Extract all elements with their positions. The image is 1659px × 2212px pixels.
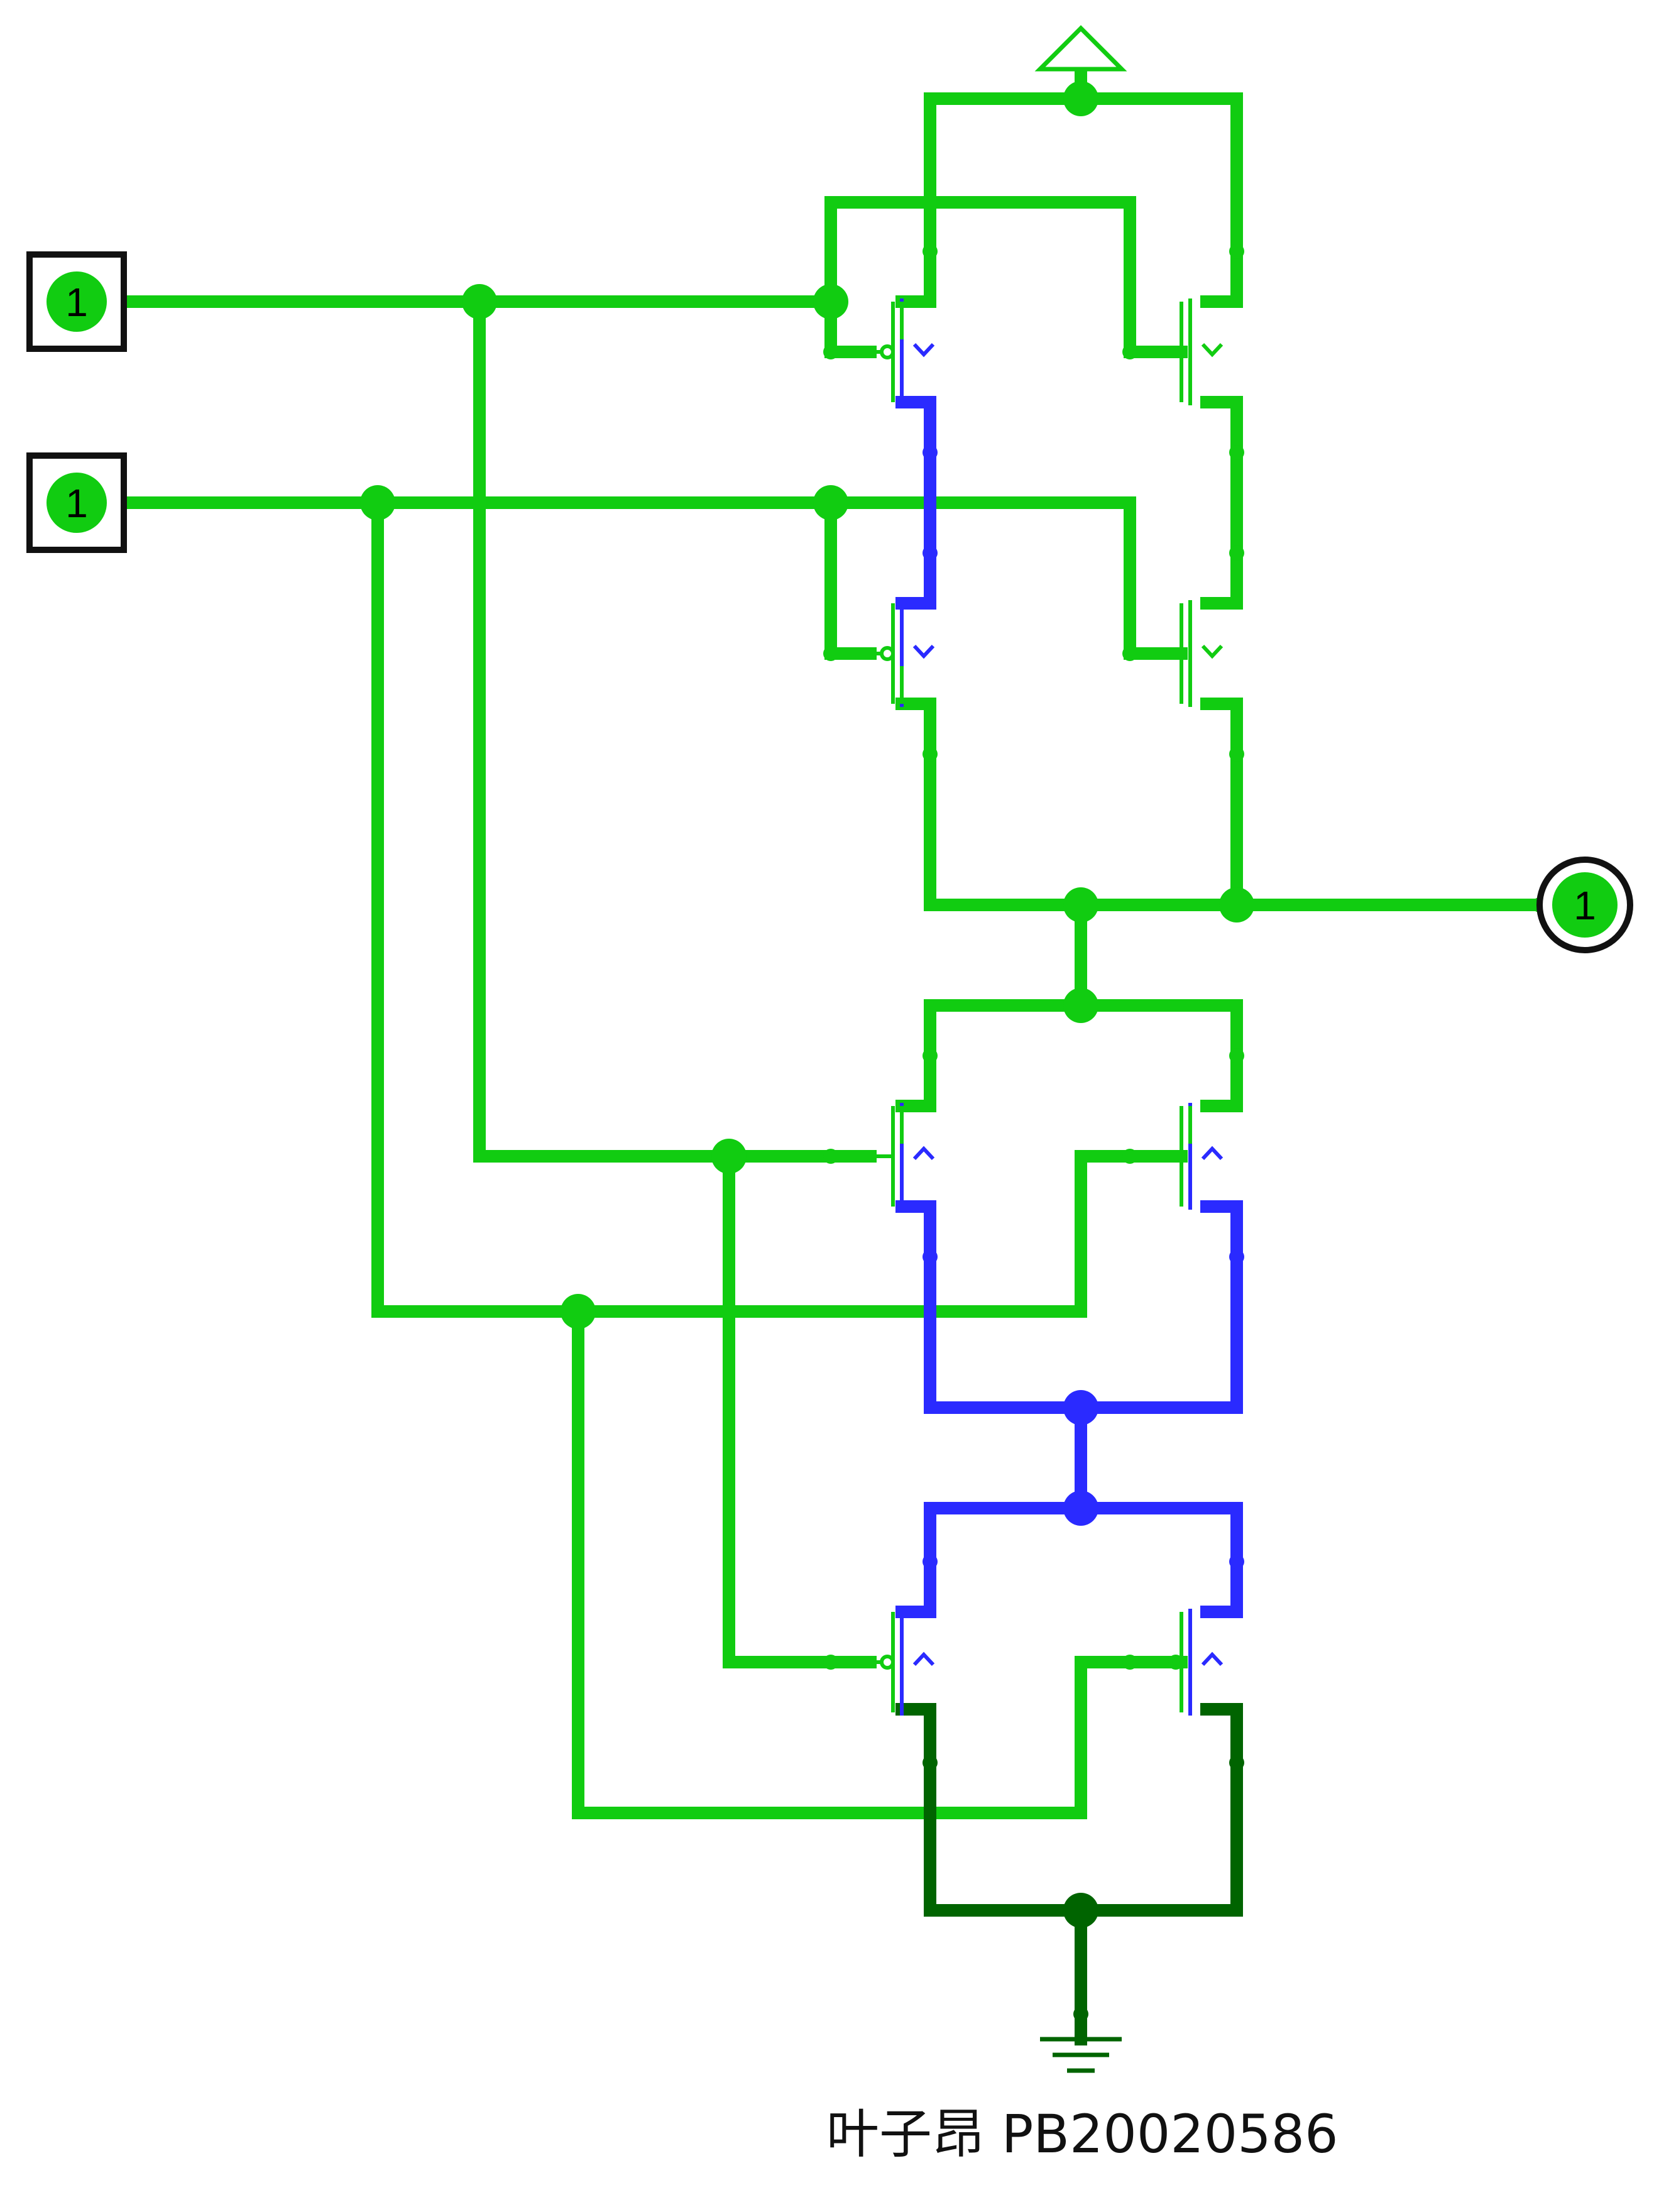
pin-dot bbox=[1229, 1755, 1244, 1770]
junction-dot bbox=[360, 485, 395, 520]
wire-p3-p4-node bbox=[1200, 396, 1243, 610]
pin-dot bbox=[923, 244, 938, 259]
pin-dot bbox=[923, 445, 938, 460]
junction-dot bbox=[462, 284, 497, 319]
junction-dot bbox=[1063, 1390, 1098, 1425]
junction-dot bbox=[711, 1139, 747, 1174]
pin-dot bbox=[1122, 646, 1137, 661]
pmos-transistor[interactable] bbox=[1180, 600, 1224, 707]
pin-dot bbox=[1229, 747, 1244, 762]
pin-dot bbox=[1122, 1655, 1137, 1670]
junction-dot bbox=[1063, 887, 1098, 923]
wire-a-down bbox=[473, 295, 837, 1163]
junctions bbox=[360, 81, 1254, 1928]
pin-dot bbox=[823, 1655, 838, 1670]
input-pin-b[interactable]: 1 bbox=[26, 452, 127, 553]
pin-dot bbox=[1229, 244, 1244, 259]
pin-dot bbox=[823, 646, 838, 661]
pmos-transistor[interactable] bbox=[870, 298, 935, 405]
wire-vdd-bus bbox=[924, 92, 1243, 255]
junction-dot bbox=[1063, 81, 1098, 116]
pin-dot bbox=[823, 344, 838, 359]
pin-dot bbox=[1229, 1249, 1244, 1264]
output-pin-state bbox=[1552, 872, 1618, 938]
pin-dot bbox=[1073, 2007, 1088, 2022]
wire-p2-drain bbox=[895, 698, 1243, 911]
pin-dot bbox=[1229, 545, 1244, 561]
pin-dots bbox=[823, 244, 1547, 2022]
pin-dot bbox=[923, 1048, 938, 1063]
pin-dot bbox=[823, 1149, 838, 1164]
junction-dot bbox=[561, 1294, 596, 1329]
junction-dot bbox=[1063, 1893, 1098, 1928]
wire-mid-node-b bbox=[895, 1502, 1243, 1618]
pin-dot bbox=[1122, 1149, 1137, 1164]
wire-p3-source bbox=[1200, 242, 1243, 308]
nmos-transistor[interactable] bbox=[870, 1103, 935, 1210]
pin-dot bbox=[923, 747, 938, 762]
junction-dot bbox=[1063, 1491, 1098, 1526]
wire-b-gate-n4 bbox=[572, 1305, 1188, 1819]
junction-dot bbox=[813, 485, 848, 520]
wire-n1-drain bbox=[895, 1049, 936, 1112]
pin-dot bbox=[923, 1554, 938, 1569]
wire-p1-p2-node bbox=[895, 396, 936, 610]
junction-dot bbox=[1063, 988, 1098, 1023]
pin-dot bbox=[923, 545, 938, 561]
input-pin-b-value: 1 bbox=[65, 481, 88, 526]
output-pin-value: 1 bbox=[1574, 883, 1596, 928]
junction-dot bbox=[1219, 887, 1254, 923]
pin-dot bbox=[923, 1249, 938, 1264]
wire-b-gate-p4 bbox=[1124, 496, 1188, 660]
input-pin-a[interactable]: 1 bbox=[26, 251, 127, 352]
junction-dot bbox=[813, 284, 848, 319]
input-pin-a-value: 1 bbox=[65, 280, 88, 325]
wire-n3-drain bbox=[1200, 1049, 1243, 1112]
author-label: 叶子昂 PB20020586 bbox=[826, 2103, 1339, 2165]
wire-a-up-loop bbox=[824, 196, 1136, 358]
pin-dot bbox=[1229, 1554, 1244, 1569]
input-pin-a-state bbox=[47, 271, 107, 332]
wires bbox=[118, 63, 1546, 2045]
pin-dot bbox=[1229, 1048, 1244, 1063]
wire-b-gate-p2 bbox=[824, 496, 877, 660]
output-pin[interactable]: 1 bbox=[1536, 857, 1633, 953]
power-supply-icon bbox=[1034, 25, 1127, 72]
ground-icon bbox=[1040, 2037, 1122, 2073]
wire-p4-drain bbox=[1200, 698, 1243, 911]
wire-a-gate-n3 bbox=[723, 1150, 877, 1668]
nmos-transistor[interactable] bbox=[1180, 1103, 1224, 1210]
pmos-transistor[interactable] bbox=[1168, 1609, 1224, 1716]
pin-dot bbox=[1229, 445, 1244, 460]
input-pin-b-state bbox=[47, 473, 107, 533]
pin-dot bbox=[923, 1755, 938, 1770]
pin-dot bbox=[1122, 344, 1137, 359]
wire-p1-source bbox=[895, 242, 936, 308]
pmos-transistor[interactable] bbox=[1180, 298, 1224, 405]
pmos-transistor[interactable] bbox=[870, 600, 935, 707]
wire-b-down bbox=[371, 496, 1188, 1318]
pmos-transistor[interactable] bbox=[870, 1609, 935, 1716]
